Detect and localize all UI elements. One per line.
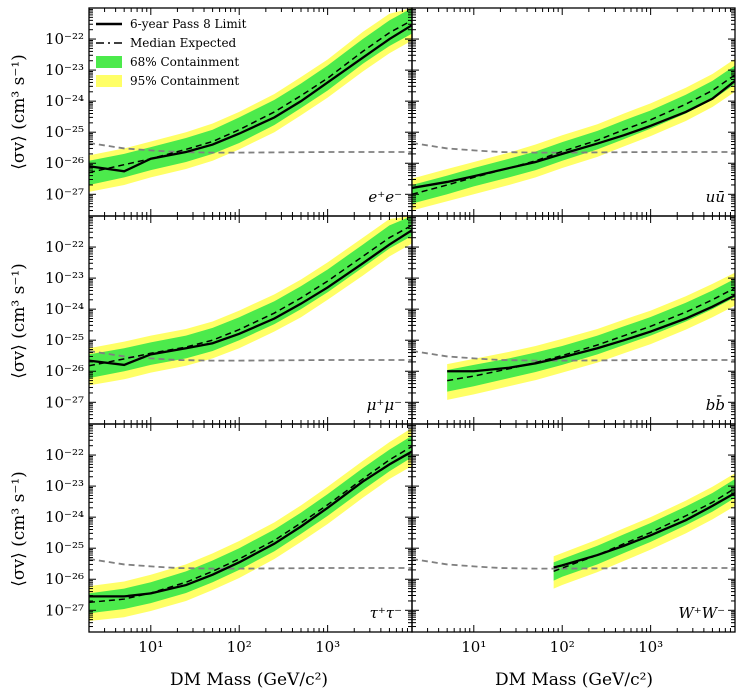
plot-area bbox=[412, 473, 735, 589]
y-tick-label: 10⁻²⁶ bbox=[45, 362, 84, 380]
plot-area bbox=[412, 58, 735, 211]
band-68-containment bbox=[412, 65, 735, 204]
y-axis-titles: ⟨σv⟩ (cm³ s⁻¹) ⟨σv⟩ (cm³ s⁻¹) ⟨σv⟩ (cm³ … bbox=[9, 54, 29, 587]
panel-4: bb̄ bbox=[411, 215, 736, 425]
legend-swatch-band bbox=[96, 56, 122, 68]
thermal-relic-line bbox=[412, 558, 735, 570]
channel-label: μ⁺μ⁻ bbox=[367, 396, 402, 414]
x-axis-title-left: DM Mass (GeV/c²) bbox=[170, 670, 328, 690]
y-tick-label: 10⁻²⁶ bbox=[45, 570, 84, 588]
channel-label: τ⁺τ⁻ bbox=[370, 604, 402, 622]
thermal-relic-line bbox=[412, 142, 735, 154]
legend-label: 95% Containment bbox=[130, 74, 239, 88]
channel-label: W⁺W⁻ bbox=[678, 604, 725, 622]
thermal-relic-line bbox=[89, 350, 412, 362]
plot-area bbox=[89, 8, 412, 192]
y-tick-label: 10⁻²² bbox=[45, 30, 84, 48]
panel-5: τ⁺τ⁻ 10⁻²⁷ 10⁻²⁶ 10⁻²⁵ 10⁻²⁴ 10⁻²³ 10⁻²² 10¹ 10²… bbox=[45, 423, 413, 656]
y-tick-label: 10⁻²³ bbox=[45, 477, 84, 495]
y-tick-label: 10⁻²² bbox=[45, 238, 84, 256]
limit-line bbox=[447, 294, 735, 373]
legend-label: 68% Containment bbox=[130, 55, 239, 69]
band-68-containment bbox=[447, 278, 735, 392]
median-expected-line bbox=[412, 74, 735, 196]
legend-item-3: 68% Containment bbox=[96, 55, 239, 69]
thermal-relic-line bbox=[89, 142, 412, 154]
y-tick-label: 10⁻²⁷ bbox=[45, 185, 84, 203]
thermal-relic-line bbox=[412, 350, 735, 362]
y-tick-label: 10⁻²⁷ bbox=[45, 393, 84, 411]
panels: e⁺e⁻ 10⁻²⁷ 10⁻²⁶ 10⁻²⁵ 10⁻²⁴ 10⁻²³ 10⁻²² uū μ⁺μ⁻… bbox=[45, 7, 736, 656]
limit-line bbox=[412, 79, 735, 190]
x-tick-label: 10³ bbox=[638, 638, 663, 656]
band-68-containment bbox=[89, 216, 412, 379]
y-tick-label: 10⁻²³ bbox=[45, 269, 84, 287]
y-tick-label: 10⁻²⁴ bbox=[45, 300, 84, 318]
y-axis-title-row2: ⟨σv⟩ (cm³ s⁻¹) bbox=[9, 263, 29, 379]
tick-marks bbox=[88, 423, 413, 633]
legend-label: 6-year Pass 8 Limit bbox=[130, 17, 247, 31]
channel-label: e⁺e⁻ bbox=[368, 188, 402, 206]
tick-marks bbox=[411, 423, 736, 633]
y-tick-label: 10⁻²³ bbox=[45, 61, 84, 79]
legend: 6-year Pass 8 Limit Median Expected 68% Co… bbox=[96, 17, 247, 88]
x-tick-label: 10² bbox=[227, 638, 252, 656]
x-tick-label: 10¹ bbox=[138, 638, 163, 656]
x-axis-titles: DM Mass (GeV/c²) DM Mass (GeV/c²) bbox=[170, 670, 653, 690]
x-tick-label: 10¹ bbox=[461, 638, 486, 656]
y-tick-label: 10⁻²⁷ bbox=[45, 601, 84, 619]
band-95-containment bbox=[89, 427, 412, 622]
plot-area bbox=[89, 427, 412, 622]
legend-label: Median Expected bbox=[130, 36, 237, 50]
panel-2: uū bbox=[411, 7, 736, 217]
channel-label: uū bbox=[706, 188, 725, 206]
panel-frame bbox=[411, 423, 736, 633]
y-tick-label: 10⁻²⁵ bbox=[45, 539, 84, 557]
limit-line bbox=[553, 491, 735, 569]
legend-swatch-band bbox=[96, 75, 122, 87]
plot-area bbox=[412, 272, 735, 400]
x-tick-label: 10³ bbox=[315, 638, 340, 656]
limit-line bbox=[89, 229, 412, 367]
y-tick-label: 10⁻²⁵ bbox=[45, 331, 84, 349]
channel-label: bb̄ bbox=[706, 396, 725, 414]
thermal-relic-line bbox=[89, 558, 412, 570]
y-axis-title-row3: ⟨σv⟩ (cm³ s⁻¹) bbox=[9, 471, 29, 587]
median-expected-line bbox=[447, 287, 735, 382]
legend-item-4: 95% Containment bbox=[96, 74, 239, 88]
y-axis-title-row1: ⟨σv⟩ (cm³ s⁻¹) bbox=[9, 54, 29, 170]
tick-marks bbox=[411, 7, 736, 217]
band-68-containment bbox=[89, 8, 412, 185]
y-tick-label: 10⁻²⁴ bbox=[45, 508, 84, 526]
panel-3: μ⁺μ⁻ 10⁻²⁷ 10⁻²⁶ 10⁻²⁵ 10⁻²⁴ 10⁻²³ 10⁻²² bbox=[45, 215, 413, 425]
x-tick-label: 10² bbox=[550, 638, 575, 656]
median-expected-line bbox=[89, 445, 412, 604]
x-axis-title-right: DM Mass (GeV/c²) bbox=[495, 670, 653, 690]
limit-line bbox=[89, 24, 412, 173]
panel-6: W⁺W⁻ 10¹ 10² 10³ bbox=[411, 423, 736, 656]
median-expected-line bbox=[89, 224, 412, 367]
y-tick-label: 10⁻²² bbox=[45, 446, 84, 464]
plot-area bbox=[89, 216, 412, 386]
legend-item-2: Median Expected bbox=[96, 36, 237, 50]
y-tick-label: 10⁻²⁵ bbox=[45, 123, 84, 141]
legend-item-1: 6-year Pass 8 Limit bbox=[96, 17, 247, 31]
y-tick-label: 10⁻²⁴ bbox=[45, 92, 84, 110]
y-tick-label: 10⁻²⁶ bbox=[45, 154, 84, 172]
median-expected-line bbox=[553, 487, 735, 573]
limit-line bbox=[89, 450, 412, 598]
